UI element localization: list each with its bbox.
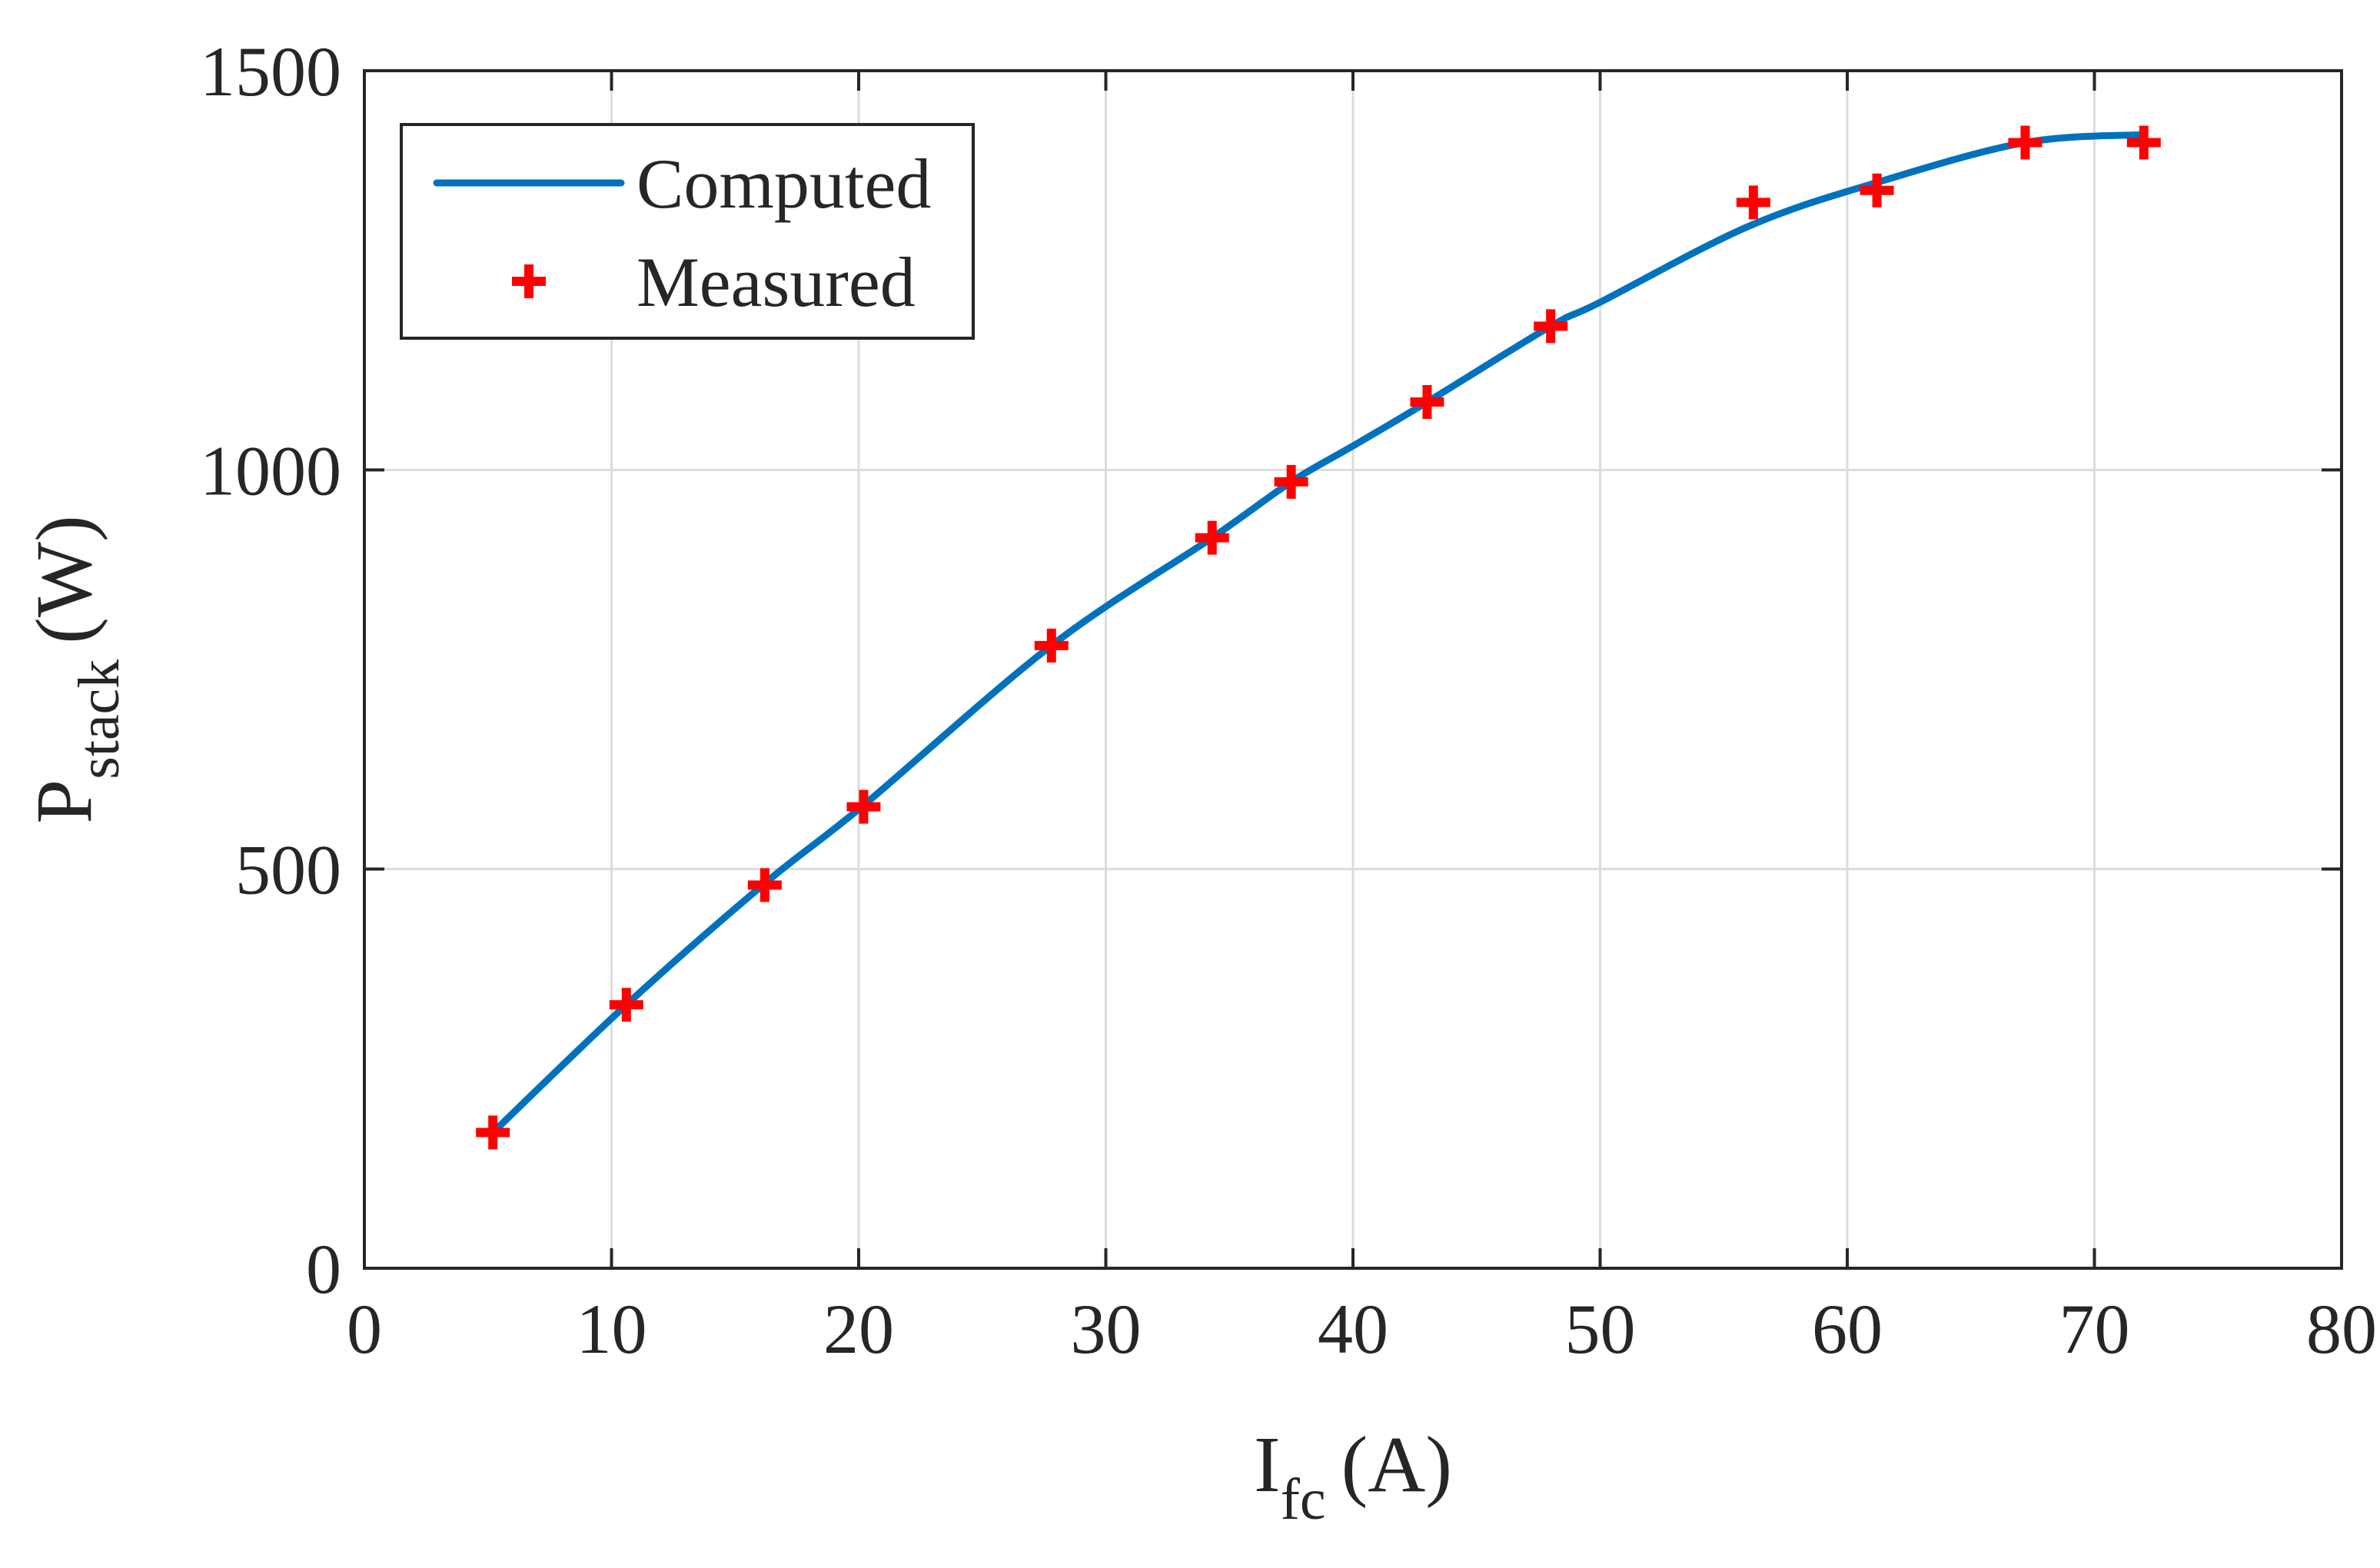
y-tick-label: 0 xyxy=(306,1230,341,1308)
y-axis-label: Pstack (W) xyxy=(20,515,131,823)
measured-point xyxy=(1195,520,1229,555)
measured-point xyxy=(1860,173,1894,208)
data-series xyxy=(476,125,2161,1150)
measured-point xyxy=(476,1115,510,1150)
legend-computed-label: Computed xyxy=(637,145,931,223)
measured-point xyxy=(1274,464,1308,499)
x-tick-label: 30 xyxy=(1071,1290,1142,1368)
x-tick-label: 10 xyxy=(577,1290,647,1368)
x-tick-label: 60 xyxy=(1812,1290,1883,1368)
measured-point xyxy=(1534,309,1568,344)
x-axis-label: Ifc (A) xyxy=(1254,1420,1452,1532)
x-axis-label-main: I xyxy=(1254,1420,1281,1509)
y-tick-label: 500 xyxy=(235,831,341,909)
legend: Computed Measured xyxy=(400,123,975,340)
legend-measured-marker-sample xyxy=(512,264,546,298)
y-tick-label: 1500 xyxy=(200,32,341,111)
tick-labels: 0 10 20 30 40 50 60 70 80 0 500 1000 1500 xyxy=(200,32,2377,1368)
measured-point xyxy=(1034,628,1069,663)
measured-point xyxy=(846,789,881,824)
x-tick-label: 40 xyxy=(1318,1290,1388,1368)
measured-point xyxy=(1736,185,1770,220)
measured-point xyxy=(2008,125,2043,160)
legend-measured-label: Measured xyxy=(637,243,916,321)
legend-plus-marker xyxy=(512,264,546,298)
x-tick-label: 80 xyxy=(2306,1290,2377,1368)
y-axis-label-sub: stack xyxy=(67,659,131,779)
x-tick-label: 50 xyxy=(1565,1290,1636,1368)
measured-point xyxy=(609,988,643,1022)
measured-point xyxy=(747,868,782,902)
x-tick-label: 0 xyxy=(347,1290,382,1368)
x-axis-label-sub: fc xyxy=(1281,1467,1326,1532)
measured-point xyxy=(1410,385,1444,420)
y-axis-label-unit: (W) xyxy=(20,515,108,643)
grid-lines xyxy=(364,71,2342,1268)
x-axis-label-unit: (A) xyxy=(1341,1420,1452,1509)
measured-point xyxy=(2126,125,2161,160)
y-tick-label: 1000 xyxy=(200,431,341,510)
y-axis-label-main: P xyxy=(20,779,108,824)
legend-box xyxy=(400,123,975,340)
x-tick-label: 20 xyxy=(823,1290,894,1368)
plot-frame xyxy=(363,69,2343,1270)
x-tick-label: 70 xyxy=(2059,1290,2130,1368)
